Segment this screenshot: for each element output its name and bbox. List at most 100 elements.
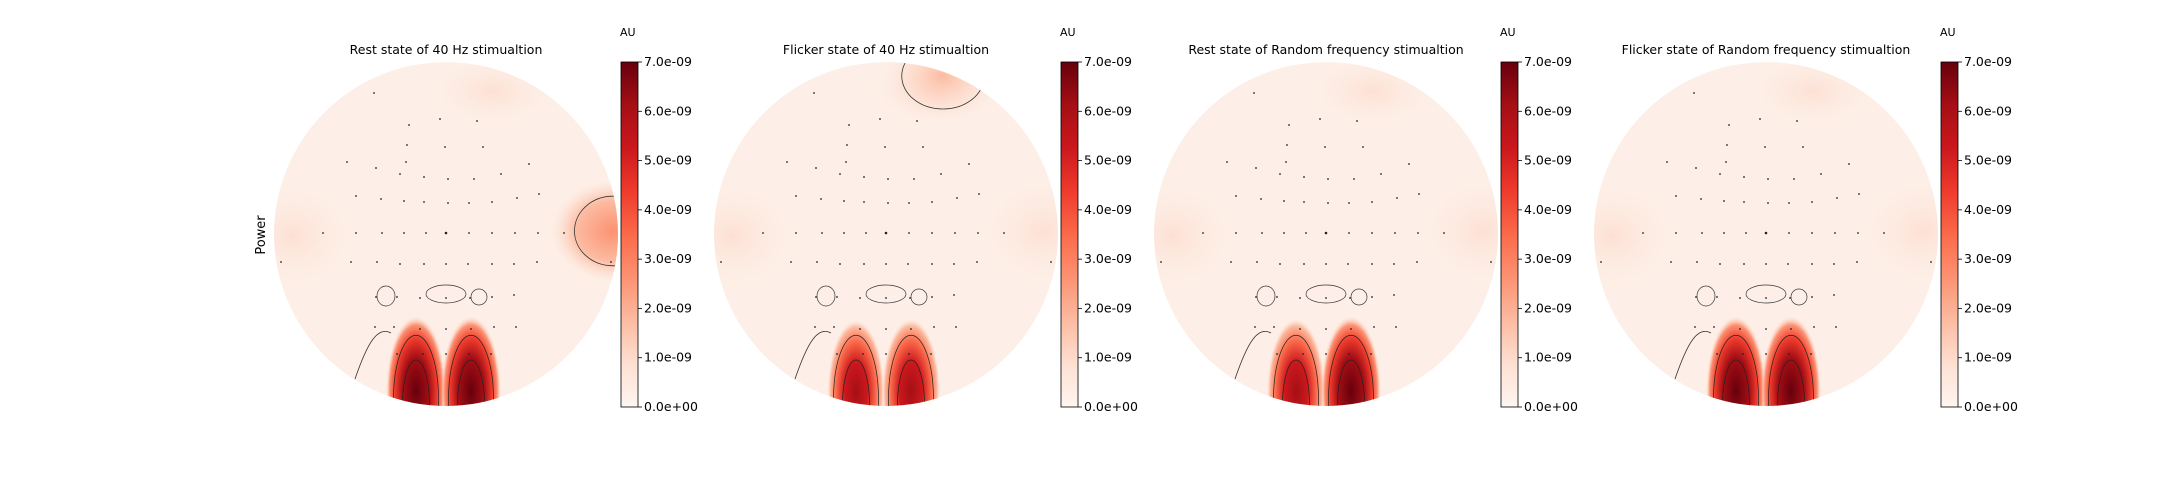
sensor-dot (1765, 353, 1767, 355)
colorbar-unit-1: AU (620, 26, 636, 39)
sensor-dot (491, 296, 493, 298)
contour-line (910, 288, 928, 306)
colorbar-tick-label: 4.0e-09 (644, 202, 692, 217)
sensor-dot (439, 118, 441, 120)
sensor-dot (1348, 353, 1350, 355)
sensor-dot (469, 297, 471, 299)
sensor-dot (859, 297, 861, 299)
sensor-dot (956, 197, 958, 199)
sensor-dot (1811, 296, 1813, 298)
sensor-dot (1793, 178, 1795, 180)
sensor-dot (1726, 144, 1728, 146)
sensor-dot (375, 296, 377, 298)
hotspot-occipital-left (827, 320, 885, 406)
sensor-dot (843, 200, 845, 202)
sensor-dot (1255, 296, 1257, 298)
sensor-dot (1743, 201, 1745, 203)
sensor-dot (1833, 294, 1835, 296)
sensor-dot (419, 297, 421, 299)
sensor-dot (1347, 263, 1349, 265)
hotspot-occipital-left (386, 316, 446, 406)
sensor-dot (408, 124, 410, 126)
sensor-dot (816, 261, 818, 263)
sensor-dot (1305, 232, 1307, 234)
contour-line (574, 195, 618, 267)
sensor-dot (1319, 118, 1321, 120)
sensor-dot (1288, 124, 1290, 126)
sensor-dot (423, 176, 425, 178)
hotspot-occipital-left (1706, 316, 1766, 406)
sensor-dot (1739, 297, 1741, 299)
sensor-dot (1811, 201, 1813, 203)
sensor-dot (1767, 178, 1769, 180)
sensor-dot (879, 118, 881, 120)
sensor-dot (1443, 232, 1445, 234)
sensor-dot (1767, 202, 1769, 204)
contour-line (1745, 284, 1787, 304)
sensor-dot (1303, 201, 1305, 203)
sensor-dot (1701, 232, 1703, 234)
sensor-dot (1302, 353, 1304, 355)
colorbar-tick-label: 6.0e-09 (1524, 103, 1572, 118)
sensor-dot (1820, 173, 1822, 175)
faint-region (1594, 176, 1683, 296)
sensor-dot (399, 173, 401, 175)
sensor-dot (396, 296, 398, 298)
sensor-dot (1788, 353, 1790, 355)
sensor-dot (423, 263, 425, 265)
sensor-dot (885, 297, 887, 299)
sensor-dot (1408, 163, 1410, 165)
sensor-dot (977, 232, 979, 234)
colorbar-tick-label: 6.0e-09 (1084, 103, 1132, 118)
sensor-dot (813, 92, 815, 94)
colorbar-tick-label: 5.0e-09 (644, 153, 692, 168)
sensor-dot (863, 263, 865, 265)
sensor-dot (1856, 261, 1858, 263)
sensor-dot (1723, 200, 1725, 202)
sensor-dot (976, 261, 978, 263)
sensor-dot (1303, 263, 1305, 265)
sensor-dot (1695, 167, 1697, 169)
contour-line (1790, 288, 1808, 306)
sensor-dot (1834, 232, 1836, 234)
sensor-dot (490, 353, 492, 355)
sensor-dot (933, 326, 935, 328)
sensor-dot (1283, 200, 1285, 202)
sensor-dot (1286, 144, 1288, 146)
sensor-dot (790, 261, 792, 263)
sensor-dot (1256, 261, 1258, 263)
sensor-dot (405, 161, 407, 163)
sensor-dot (884, 146, 886, 148)
sensor-dot (1695, 296, 1697, 298)
sensor-dot (1675, 195, 1677, 197)
sensor-dot (1675, 232, 1677, 234)
sensor-dot (1833, 263, 1835, 265)
sensor-dot (1003, 232, 1005, 234)
sensor-dot (1356, 120, 1358, 122)
sensor-dot (1930, 261, 1932, 263)
sensor-dot (795, 195, 797, 197)
sensor-dot (515, 326, 517, 328)
sensor-dot (1600, 261, 1602, 263)
sensor-dot (346, 161, 348, 163)
sensor-dot (1742, 353, 1744, 355)
sensor-dot (1694, 326, 1696, 328)
sensor-dot (1395, 326, 1397, 328)
colorbar-tick-label: 5.0e-09 (1524, 153, 1572, 168)
sensor-dot (1350, 328, 1352, 330)
sensor-dot (1490, 261, 1492, 263)
sensor-dot (1670, 261, 1672, 263)
sensor-dot (1716, 353, 1718, 355)
sensor-dot (491, 263, 493, 265)
contour-line (1234, 331, 1272, 380)
sensor-dot (1325, 263, 1327, 265)
sensor-dot (610, 261, 612, 263)
sensor-dot (908, 353, 910, 355)
faint-region (423, 62, 563, 131)
sensor-dot (1739, 328, 1741, 330)
sensor-dot (978, 193, 980, 195)
sensor-dot (922, 146, 924, 148)
sensor-dot (913, 178, 915, 180)
sensor-dot (954, 232, 956, 234)
